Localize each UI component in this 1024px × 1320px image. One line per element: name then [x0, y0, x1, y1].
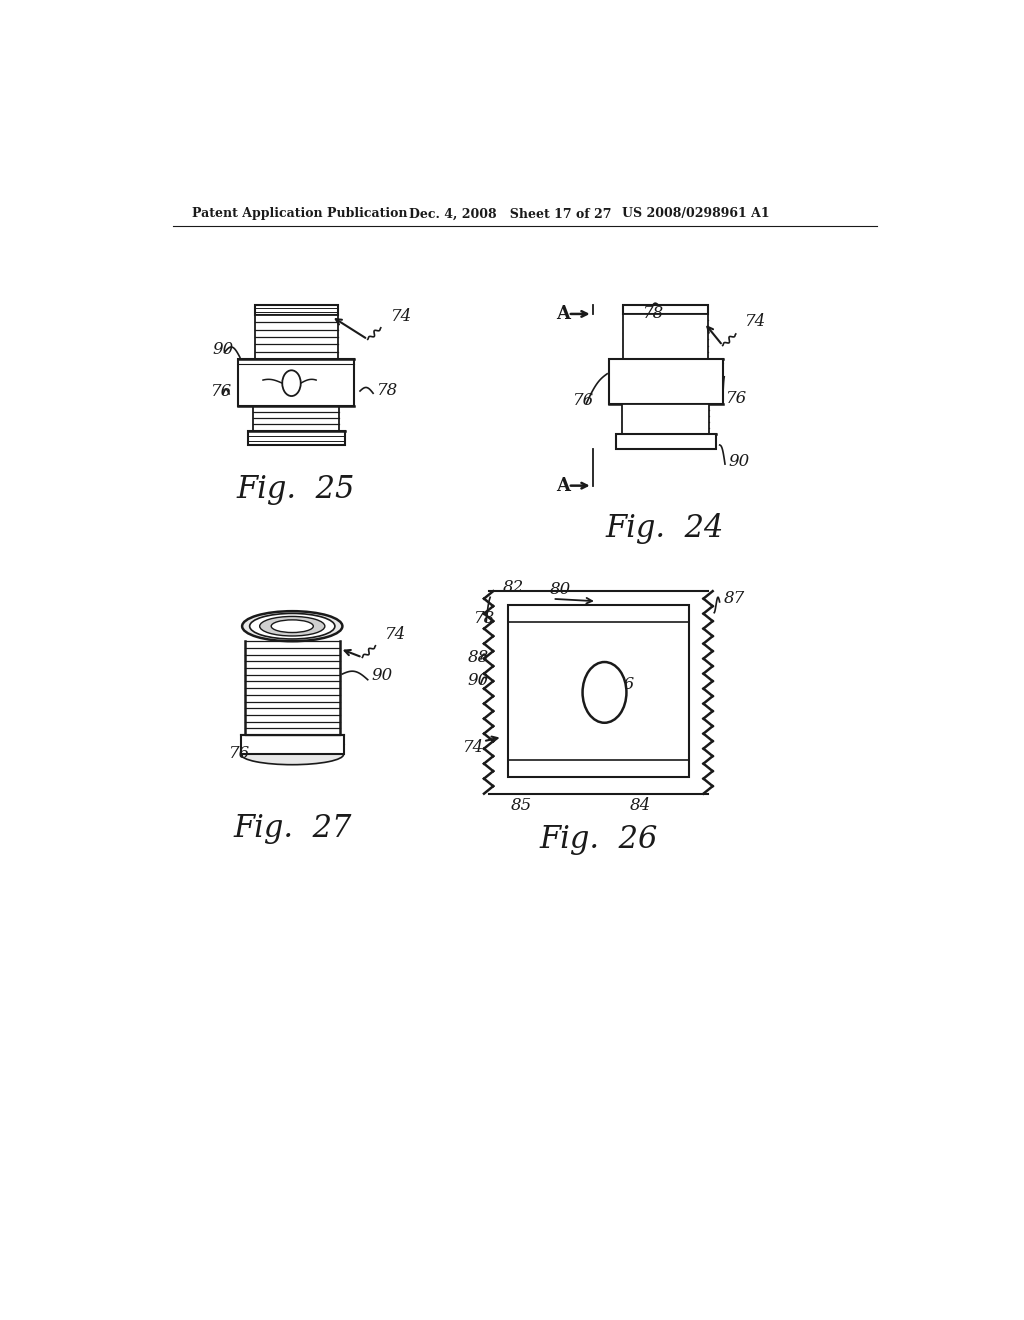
Polygon shape — [615, 434, 716, 449]
Text: 78: 78 — [377, 383, 398, 400]
Text: Dec. 4, 2008   Sheet 17 of 27: Dec. 4, 2008 Sheet 17 of 27 — [410, 207, 611, 220]
Text: 88: 88 — [468, 649, 489, 665]
Polygon shape — [239, 359, 354, 405]
Text: 76: 76 — [726, 391, 748, 407]
Text: 78: 78 — [643, 305, 665, 322]
Text: 85: 85 — [511, 797, 532, 813]
Ellipse shape — [271, 620, 313, 632]
Text: 84: 84 — [630, 797, 651, 813]
Text: 80: 80 — [273, 614, 294, 631]
Text: 74: 74 — [391, 308, 412, 325]
Polygon shape — [623, 314, 709, 359]
Text: A: A — [556, 305, 570, 323]
Polygon shape — [508, 605, 689, 776]
Polygon shape — [477, 587, 720, 797]
Text: Fig.  25: Fig. 25 — [237, 474, 355, 506]
Ellipse shape — [260, 616, 325, 636]
Text: 76: 76 — [573, 392, 595, 409]
Polygon shape — [248, 430, 345, 445]
Text: 90: 90 — [728, 453, 750, 470]
Ellipse shape — [250, 614, 335, 639]
Text: 74: 74 — [385, 626, 406, 643]
Polygon shape — [623, 305, 709, 314]
Polygon shape — [608, 359, 723, 404]
Text: Fig.  27: Fig. 27 — [233, 813, 351, 843]
Text: 90: 90 — [372, 668, 393, 684]
Ellipse shape — [583, 663, 627, 723]
Polygon shape — [255, 305, 338, 315]
Text: 90: 90 — [213, 341, 234, 358]
Text: Patent Application Publication: Patent Application Publication — [193, 207, 408, 220]
Text: US 2008/0298961 A1: US 2008/0298961 A1 — [622, 207, 769, 220]
Ellipse shape — [242, 611, 342, 642]
Text: A: A — [556, 477, 570, 495]
Polygon shape — [253, 405, 339, 430]
Text: 80: 80 — [550, 581, 571, 598]
Polygon shape — [623, 404, 709, 434]
Text: 76: 76 — [211, 383, 232, 400]
Text: 78: 78 — [474, 610, 496, 627]
Text: 87: 87 — [724, 590, 744, 607]
Polygon shape — [255, 315, 338, 359]
Text: 76: 76 — [229, 744, 251, 762]
Text: 74: 74 — [745, 313, 766, 330]
Text: 90: 90 — [468, 672, 489, 689]
Polygon shape — [241, 735, 343, 755]
Ellipse shape — [241, 744, 343, 764]
Text: 82: 82 — [298, 612, 319, 628]
Text: Fig.  24: Fig. 24 — [605, 512, 723, 544]
Text: 74: 74 — [463, 739, 484, 756]
Text: Fig.  26: Fig. 26 — [540, 825, 657, 855]
Text: 82: 82 — [503, 578, 524, 595]
Text: 76: 76 — [614, 676, 635, 693]
Ellipse shape — [283, 371, 301, 396]
